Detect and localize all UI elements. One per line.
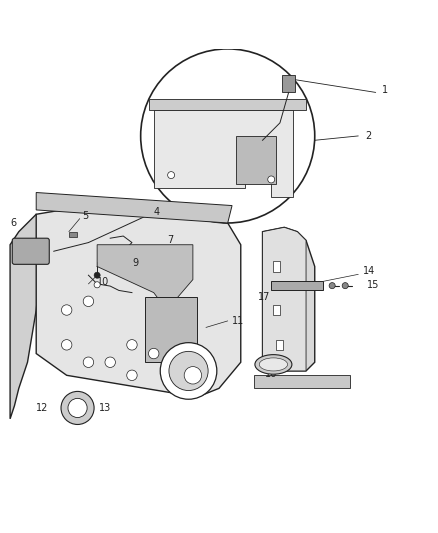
Circle shape — [61, 391, 94, 424]
Text: 15: 15 — [367, 280, 379, 290]
Text: 16: 16 — [265, 369, 277, 379]
Circle shape — [342, 282, 348, 289]
Ellipse shape — [259, 358, 288, 371]
Polygon shape — [10, 214, 45, 419]
Polygon shape — [97, 245, 193, 310]
Text: 12: 12 — [36, 403, 49, 413]
Text: 1: 1 — [382, 85, 389, 95]
FancyBboxPatch shape — [272, 305, 280, 315]
Ellipse shape — [255, 354, 292, 374]
Polygon shape — [154, 110, 293, 197]
FancyBboxPatch shape — [12, 238, 49, 264]
Polygon shape — [36, 192, 232, 223]
Circle shape — [127, 340, 137, 350]
Circle shape — [169, 351, 208, 391]
Circle shape — [148, 349, 159, 359]
Circle shape — [184, 367, 201, 384]
Circle shape — [61, 305, 72, 315]
Text: 7: 7 — [167, 236, 173, 245]
Circle shape — [141, 49, 315, 223]
Polygon shape — [262, 228, 306, 371]
Circle shape — [94, 282, 100, 288]
Circle shape — [160, 343, 217, 399]
Polygon shape — [262, 228, 315, 371]
Text: 17: 17 — [258, 292, 271, 302]
Text: 2: 2 — [365, 131, 371, 141]
Text: 9: 9 — [132, 258, 138, 268]
Circle shape — [61, 340, 72, 350]
Text: 10: 10 — [97, 277, 110, 287]
Circle shape — [329, 282, 335, 289]
Circle shape — [105, 357, 116, 367]
Text: 11: 11 — [232, 316, 244, 326]
Circle shape — [127, 370, 137, 381]
Text: 5: 5 — [82, 212, 88, 221]
FancyBboxPatch shape — [272, 261, 280, 272]
FancyBboxPatch shape — [149, 99, 306, 110]
Text: 6: 6 — [10, 218, 16, 228]
Text: 14: 14 — [363, 266, 375, 276]
Text: 4: 4 — [154, 207, 160, 217]
Circle shape — [168, 172, 175, 179]
Text: 13: 13 — [99, 403, 112, 413]
Circle shape — [83, 357, 94, 367]
Polygon shape — [36, 206, 241, 397]
Circle shape — [68, 398, 87, 417]
FancyBboxPatch shape — [69, 232, 77, 237]
Polygon shape — [254, 375, 350, 389]
FancyBboxPatch shape — [276, 340, 283, 350]
FancyBboxPatch shape — [237, 136, 276, 184]
Circle shape — [268, 176, 275, 183]
Circle shape — [83, 296, 94, 306]
FancyBboxPatch shape — [271, 281, 323, 290]
FancyBboxPatch shape — [145, 297, 197, 362]
FancyBboxPatch shape — [282, 75, 295, 92]
Circle shape — [94, 272, 100, 278]
